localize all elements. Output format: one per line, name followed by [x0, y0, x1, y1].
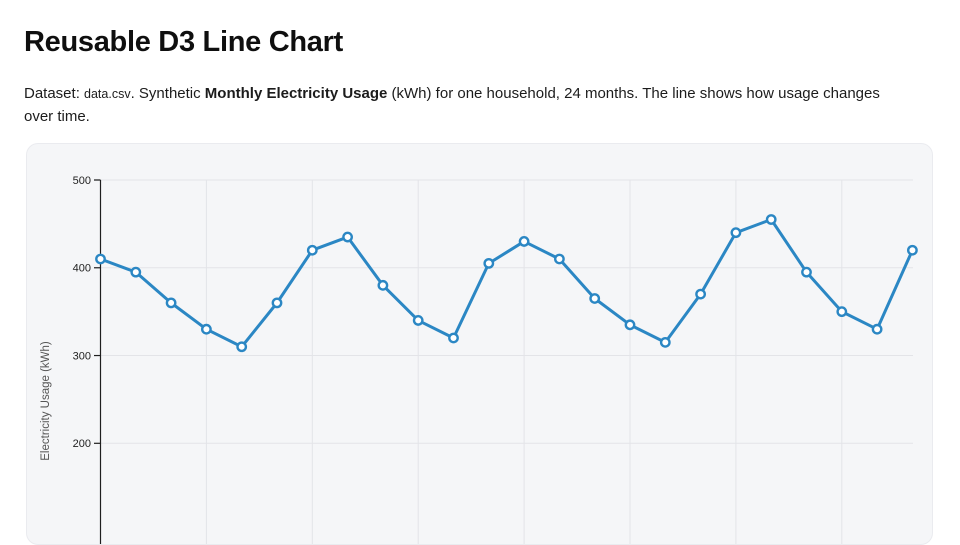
data-point-marker — [448, 332, 459, 344]
chart-line — [99, 217, 914, 349]
data-point-marker — [554, 253, 565, 265]
description-bold-phrase: Monthly Electricity Usage — [204, 85, 388, 102]
chart-card: 500 400 300 200 Electricity Usage (kWh) — [26, 143, 933, 545]
y-axis-tick-label: 400 — [73, 263, 91, 275]
description-suffix: (kWh) for one household, 24 months. The … — [24, 85, 880, 125]
data-point-marker — [871, 323, 883, 335]
y-axis-tick-label: 500 — [73, 175, 91, 187]
data-point-marker — [765, 214, 777, 225]
data-point-marker — [659, 336, 671, 348]
dataset-filename: data.csv — [84, 87, 131, 101]
y-axis-tick-label: 200 — [73, 438, 91, 450]
data-point-marker — [412, 315, 424, 326]
y-axis-tick-label: 300 — [73, 350, 91, 362]
description-prefix: Dataset: — [24, 85, 85, 102]
data-point-marker — [306, 244, 318, 256]
electricity-usage-line-chart: 500 400 300 200 Electricity Usage (kWh) — [40, 175, 918, 544]
data-point-marker — [624, 319, 636, 331]
dataset-description: Dataset: data.csv. Synthetic Monthly Ele… — [24, 83, 910, 128]
data-point-marker — [377, 279, 389, 291]
data-point-marker — [695, 288, 706, 300]
data-point-marker — [907, 244, 918, 256]
data-point-marker — [271, 297, 283, 309]
data-point-marker — [165, 297, 177, 309]
y-axis-title: Electricity Usage (kWh) — [40, 341, 52, 461]
data-point-marker — [236, 341, 248, 353]
data-point-marker — [801, 266, 812, 278]
data-point-marker — [483, 257, 495, 269]
data-point-marker — [95, 253, 106, 265]
data-point-marker — [200, 323, 212, 335]
description-mid: . Synthetic — [130, 85, 205, 102]
data-point-marker — [342, 231, 353, 243]
data-point-marker — [518, 236, 530, 247]
data-point-marker — [130, 266, 142, 278]
page-title: Reusable D3 Line Chart — [24, 26, 343, 58]
data-point-marker — [589, 293, 601, 304]
data-point-marker — [730, 227, 742, 239]
data-point-marker — [836, 306, 848, 318]
